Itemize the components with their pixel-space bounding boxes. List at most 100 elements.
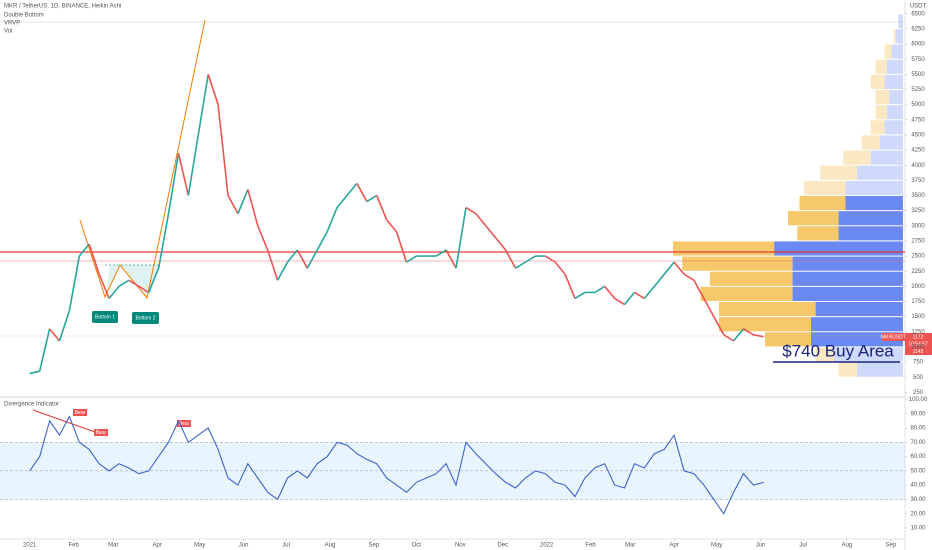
x-tick-label: May — [194, 543, 205, 549]
price-segment — [177, 152, 190, 196]
pane-title: Divergence Indicator — [4, 402, 59, 408]
price-segment — [147, 267, 160, 293]
y-tick-label: 30.00 — [910, 497, 926, 503]
y-tick-label: 2000 — [911, 284, 925, 290]
x-tick-label: Mar — [625, 543, 635, 549]
profile-bar — [838, 362, 857, 377]
profile-bar — [774, 241, 903, 256]
tag-box — [882, 333, 905, 341]
price-segment — [485, 225, 497, 239]
annotation: $740 Buy Area — [782, 341, 894, 360]
price-segment — [375, 195, 388, 221]
x-tick-label: Apr — [669, 543, 678, 549]
price-segment — [187, 134, 200, 196]
x-tick-label: Apr — [153, 543, 162, 549]
y-tick-label: 2250 — [911, 269, 925, 275]
profile-bar — [820, 165, 857, 180]
price-segment — [733, 328, 745, 342]
profile-bar — [857, 165, 903, 180]
profile-bar — [811, 317, 903, 332]
profile-bar — [845, 195, 903, 211]
price-segment — [366, 194, 378, 203]
y-tick-label: 1750 — [911, 299, 925, 305]
price-segment — [504, 249, 517, 269]
price-segment — [465, 206, 477, 215]
annotation: Bottom 2 — [135, 315, 155, 321]
currency: USDT — [910, 4, 927, 10]
y-tick-label: 1000 — [911, 345, 925, 351]
price-segment — [455, 207, 467, 269]
annotation: Bottom 1 — [95, 314, 115, 320]
profile-bar — [870, 74, 885, 89]
y-tick-label: 80.00 — [910, 426, 926, 432]
price-segment — [643, 285, 655, 299]
profile-bar — [682, 256, 793, 271]
price-segment — [723, 334, 735, 342]
profile-bar — [889, 89, 903, 105]
x-tick-label: Oct — [412, 543, 422, 549]
x-tick-label: Sep — [885, 543, 896, 549]
price-segment — [554, 261, 566, 275]
y-tick-label: 5000 — [911, 102, 925, 108]
price-segment — [316, 231, 328, 251]
price-tag: 1145 — [913, 349, 924, 355]
label-box — [73, 409, 87, 416]
profile-bar — [673, 241, 775, 256]
price-segment — [128, 279, 140, 288]
y-tick-label: 6250 — [911, 26, 925, 32]
profile-bar — [880, 135, 903, 150]
profile-bar — [886, 59, 903, 74]
y-tick-label: 70.00 — [910, 440, 926, 446]
y-tick-label: 4250 — [911, 148, 925, 154]
price-segment — [197, 74, 209, 136]
indicator-name: VRVP — [4, 21, 20, 27]
price-segment — [237, 189, 249, 214]
y-tick-label: 750 — [913, 360, 924, 366]
price-segment — [346, 182, 358, 196]
x-tick-label: Sep — [369, 543, 380, 549]
x-tick-label: Jun — [756, 543, 766, 549]
price-segment — [614, 297, 625, 306]
price-segment — [683, 273, 695, 281]
y-tick-label: 90.00 — [910, 411, 926, 417]
profile-bar — [719, 301, 816, 317]
y-tick-label: 3000 — [911, 223, 925, 229]
x-tick-label: May — [711, 543, 722, 549]
price-segment — [336, 194, 348, 209]
x-tick-label: Mar — [108, 543, 118, 549]
x-tick-label: Nov — [455, 543, 466, 549]
y-tick-label: 3500 — [911, 193, 925, 199]
profile-bar — [838, 226, 903, 241]
price-segment — [98, 273, 110, 299]
price-segment — [703, 298, 715, 318]
price-segment — [604, 285, 616, 299]
price-segment — [713, 316, 725, 336]
price-segment — [286, 249, 299, 263]
price-segment — [564, 273, 576, 299]
x-tick-label: Jun — [239, 543, 249, 549]
x-tick-label: 2022 — [540, 543, 554, 549]
profile-bar — [875, 59, 887, 74]
price-segment — [475, 213, 487, 227]
price-segment — [406, 255, 417, 263]
profile-bar — [891, 44, 903, 59]
y-tick-label: 50.00 — [910, 468, 926, 474]
x-tick-label: Jul — [799, 543, 807, 549]
profile-bar — [870, 120, 885, 135]
tag-box — [905, 348, 932, 355]
price-segment — [445, 249, 457, 269]
price-segment — [78, 243, 90, 257]
price-segment — [435, 249, 447, 257]
y-tick-label: 1500 — [911, 314, 925, 320]
price-segment — [356, 182, 368, 202]
profile-bar — [815, 301, 903, 317]
profile-bar — [843, 150, 871, 165]
profile-bar — [788, 211, 839, 226]
x-tick-label: Jul — [282, 543, 290, 549]
price-segment — [296, 249, 309, 269]
y-tick-label: 3250 — [911, 208, 925, 214]
profile-bar — [857, 362, 903, 377]
price-segment — [634, 291, 645, 300]
label-box — [132, 312, 159, 324]
divergence-line — [32, 409, 96, 433]
